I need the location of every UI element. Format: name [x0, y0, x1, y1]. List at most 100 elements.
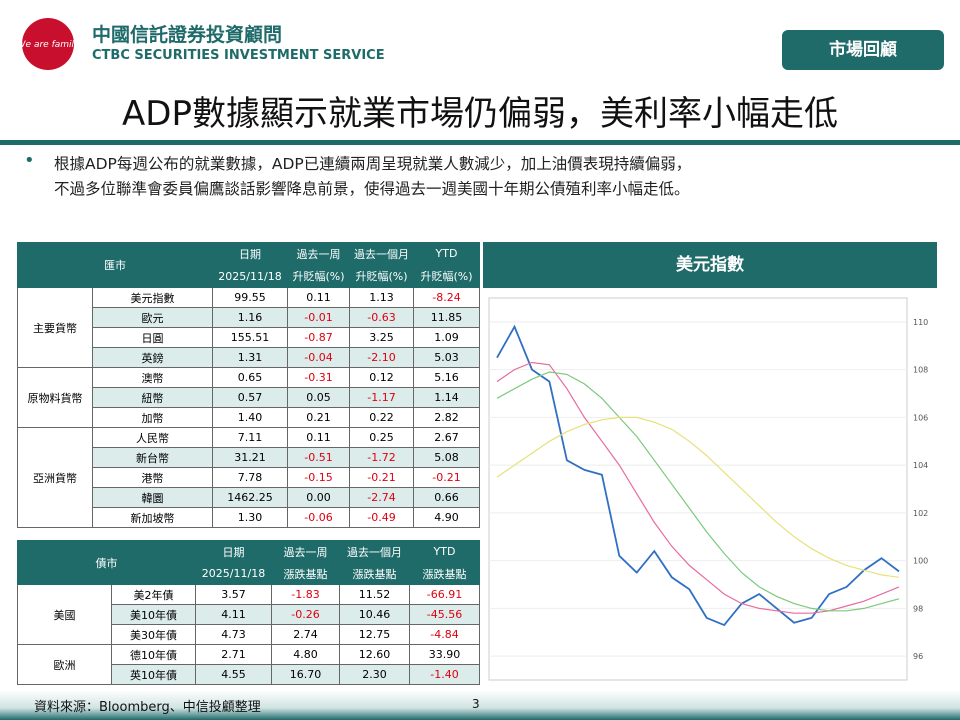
- cell: 美2年債: [111, 584, 196, 605]
- cell: 4.90: [413, 507, 480, 528]
- header-cell: 過去一個月: [349, 242, 414, 266]
- cell: -0.26: [271, 604, 340, 625]
- cell: 12.75: [339, 624, 410, 645]
- data-row: 港幣 7.78 -0.15 -0.21 -0.21: [18, 467, 480, 488]
- cell: 1.31: [212, 347, 288, 368]
- data-row: 英鎊 1.31 -0.04 -2.10 5.03: [18, 347, 480, 368]
- cell: 155.51: [212, 327, 288, 348]
- cell: 0.57: [212, 387, 288, 408]
- y-tick-label: 110: [913, 318, 928, 327]
- header-cell: 升貶幅(%): [413, 264, 480, 288]
- page-number: 3: [472, 697, 480, 711]
- cell: 加幣: [92, 407, 213, 428]
- group-cell: 主要貨幣: [17, 287, 93, 368]
- cell: 0.66: [413, 487, 480, 508]
- data-row: 日圓 155.51 -0.87 3.25 1.09: [18, 327, 480, 348]
- logo-text: We are family: [20, 40, 76, 50]
- cell: 港幣: [92, 467, 213, 488]
- cell: 歐元: [92, 307, 213, 328]
- cell: 韓圜: [92, 487, 213, 508]
- cell: -0.49: [349, 507, 414, 528]
- cell: -1.40: [409, 664, 480, 685]
- chart-title: 美元指數: [483, 242, 937, 288]
- cell: 0.25: [349, 427, 414, 448]
- cell: -0.87: [287, 327, 350, 348]
- cell: 5.16: [413, 367, 480, 388]
- cell: 澳幣: [92, 367, 213, 388]
- header-cell: 過去一個月: [339, 540, 410, 563]
- cell: 2.71: [195, 644, 272, 665]
- cell: 1.14: [413, 387, 480, 408]
- cell: 33.90: [409, 644, 480, 665]
- cell: -0.63: [349, 307, 414, 328]
- header-row: 2025/11/18 升貶幅(%) 升貶幅(%) 升貶幅(%): [18, 264, 480, 288]
- cell: 美30年債: [111, 624, 196, 645]
- series-line: [496, 324, 900, 627]
- fx-table: 匯市 日期 過去一周 過去一個月 YTD 2025/11/18 升貶幅(%) 升貶幅(%) 升貶…: [17, 242, 480, 528]
- header-cell: 2025/11/18: [195, 562, 272, 585]
- cell: -0.21: [349, 467, 414, 488]
- data-row: 原物料貨幣 澳幣 0.65 -0.31 0.12 5.16: [17, 367, 480, 428]
- group-cell: 亞洲貨幣: [17, 427, 93, 528]
- cell: 7.78: [212, 467, 288, 488]
- cell: -8.24: [413, 287, 480, 308]
- cell: -0.01: [287, 307, 350, 328]
- cell: 1462.25: [212, 487, 288, 508]
- cell: 4.73: [195, 624, 272, 645]
- header-cell: 日期: [195, 540, 272, 563]
- cell: 人民幣: [92, 427, 213, 448]
- y-tick-label: 98: [913, 604, 923, 613]
- y-tick-label: 104: [913, 461, 928, 470]
- group-cell: 歐洲: [17, 644, 112, 685]
- series-line: [496, 361, 900, 614]
- cell: 0.65: [212, 367, 288, 388]
- cell: 5.03: [413, 347, 480, 368]
- header-cell: 2025/11/18: [212, 264, 288, 288]
- header-row: 債市 日期 過去一周 過去一個月 YTD: [17, 540, 480, 585]
- cell: -0.15: [287, 467, 350, 488]
- data-row: 美國 美2年債 3.57 -1.83 11.52 -66.91: [17, 584, 480, 645]
- data-row: 韓圜 1462.25 0.00 -2.74 0.66: [18, 487, 480, 508]
- cell: 5.08: [413, 447, 480, 468]
- cell: 美元指數: [92, 287, 213, 308]
- group-cell: 原物料貨幣: [17, 367, 93, 428]
- cell: -0.31: [287, 367, 350, 388]
- cell: 2.82: [413, 407, 480, 428]
- cell: -1.17: [349, 387, 414, 408]
- y-tick-label: 102: [913, 509, 928, 518]
- cell: -2.10: [349, 347, 414, 368]
- y-tick-label: 106: [913, 413, 928, 422]
- cell: 0.21: [287, 407, 350, 428]
- header-cell: 升貶幅(%): [349, 264, 414, 288]
- cell: 3.57: [195, 584, 272, 605]
- bullet-text: 根據ADP每週公布的就業數據，ADP已連續兩周呈現就業人數減少，加上油價表現持續…: [54, 152, 691, 202]
- y-tick-label: 96: [913, 652, 923, 661]
- data-row: 歐洲 德10年債 2.71 4.80 12.60 33.90: [17, 644, 480, 685]
- group-cell: 美國: [17, 584, 112, 645]
- bullet-line: 根據ADP每週公布的就業數據，ADP已連續兩周呈現就業人數減少，加上油價表現持續…: [54, 155, 692, 173]
- header-cell: 匯市: [17, 242, 213, 288]
- source: 資料來源：Bloomberg、中信投顧整理: [34, 700, 261, 715]
- cell: 美10年債: [111, 604, 196, 625]
- header-cell: 債市: [17, 540, 196, 585]
- cell: -0.21: [413, 467, 480, 488]
- cell: 0.11: [287, 287, 350, 308]
- cell: -45.56: [409, 604, 480, 625]
- cell: 紐幣: [92, 387, 213, 408]
- header-cell: 日期: [212, 242, 288, 266]
- cell: 新台幣: [92, 447, 213, 468]
- cell: -1.72: [349, 447, 414, 468]
- cell: -4.84: [409, 624, 480, 645]
- cell: 4.11: [195, 604, 272, 625]
- bullet-dot: •: [24, 150, 35, 171]
- section-label: 市場回顧: [782, 30, 944, 70]
- header-cell: 過去一周: [271, 540, 340, 563]
- cell: -0.04: [287, 347, 350, 368]
- cell: 日圓: [92, 327, 213, 348]
- data-row: 歐元 1.16 -0.01 -0.63 11.85: [18, 307, 480, 328]
- cell: 2.74: [271, 624, 340, 645]
- header-row: 匯市 日期 過去一周 過去一個月 YTD: [17, 242, 480, 288]
- cell: 0.00: [287, 487, 350, 508]
- cell: 0.11: [287, 427, 350, 448]
